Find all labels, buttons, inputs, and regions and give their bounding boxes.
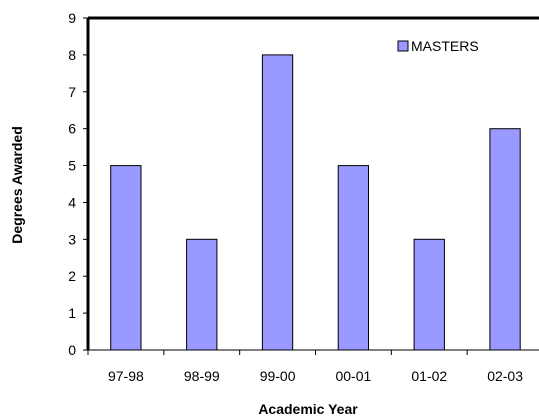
y-tick-label: 3 xyxy=(68,231,76,247)
y-tick-label: 8 xyxy=(68,47,76,63)
plot-area xyxy=(88,18,539,350)
y-tick-labels: 0 1 2 3 4 5 6 7 8 9 xyxy=(68,10,76,358)
x-axis-title: Academic Year xyxy=(258,401,358,417)
x-tick-label: 99-00 xyxy=(260,368,296,384)
x-tick-label: 98-99 xyxy=(184,368,220,384)
y-tick-label: 0 xyxy=(68,342,76,358)
bar-01-02 xyxy=(413,238,445,351)
legend-swatch xyxy=(397,40,409,52)
bar-99-00 xyxy=(261,54,294,351)
x-tick-label: 01-02 xyxy=(411,368,447,384)
x-tick-label: 02-03 xyxy=(487,368,523,384)
legend-label: MASTERS xyxy=(411,38,479,54)
y-tick-label: 7 xyxy=(68,84,76,100)
bar-97-98 xyxy=(110,165,142,351)
y-axis-title: Degrees Awarded xyxy=(9,126,25,244)
bars-group xyxy=(110,54,521,351)
legend: MASTERS xyxy=(397,38,479,54)
plot-background xyxy=(88,18,539,350)
y-tick-label: 2 xyxy=(68,268,76,284)
y-tick-label: 4 xyxy=(68,194,76,210)
x-tick-label: 00-01 xyxy=(335,368,371,384)
y-tick-label: 5 xyxy=(68,158,76,174)
y-tick-label: 1 xyxy=(68,305,76,321)
axes-group xyxy=(83,16,539,355)
y-tick-label: 6 xyxy=(68,121,76,137)
y-tick-label: 9 xyxy=(68,10,76,26)
bar-00-01 xyxy=(337,165,370,351)
bar-02-03 xyxy=(489,128,521,351)
bar-98-99 xyxy=(186,238,218,351)
x-tick-labels: 97-98 98-99 99-00 00-01 01-02 02-03 xyxy=(108,368,523,384)
x-tick-label: 97-98 xyxy=(108,368,144,384)
